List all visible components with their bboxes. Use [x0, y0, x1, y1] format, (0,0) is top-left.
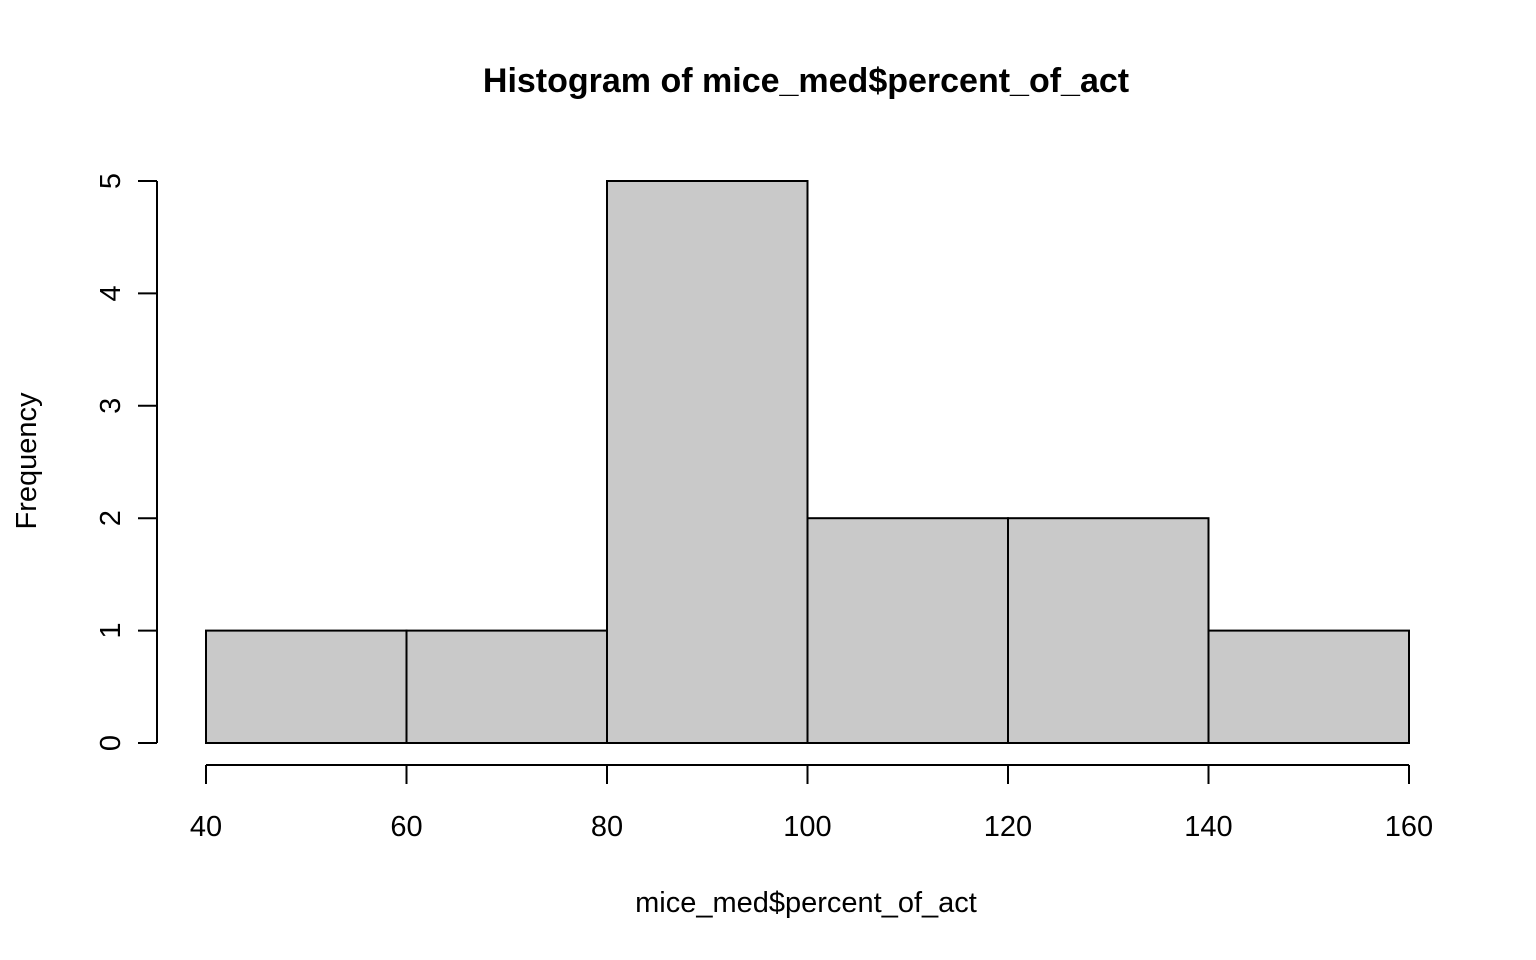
bars-group: [205, 180, 1410, 745]
x-tick-label: 40: [190, 811, 222, 843]
x-axis-title: mice_med$percent_of_act: [635, 887, 977, 919]
histogram-bar: [606, 180, 809, 744]
histogram-bar: [1207, 629, 1410, 744]
y-tick-label: 0: [95, 735, 127, 751]
histogram-bar: [806, 517, 1009, 745]
x-tick-label: 140: [1184, 811, 1232, 843]
y-tick-label: 2: [95, 510, 127, 526]
histogram-bar: [405, 629, 608, 744]
y-tick-label: 1: [95, 623, 127, 639]
histogram-bar: [205, 629, 408, 744]
x-tick-label: 60: [390, 811, 422, 843]
chart-title: Histogram of mice_med$percent_of_act: [483, 62, 1129, 100]
x-tick-label: 160: [1385, 811, 1433, 843]
y-tick-label: 3: [95, 398, 127, 414]
y-axis: 0 1 2 3 4 5: [95, 173, 158, 751]
y-axis-title: Frequency: [11, 392, 43, 530]
x-tick-label: 80: [591, 811, 623, 843]
histogram-bar: [1007, 517, 1210, 745]
y-tick-label: 5: [95, 173, 127, 189]
x-tick-label: 100: [783, 811, 831, 843]
x-axis: 40 60 80 100 120 140 160: [190, 764, 1433, 843]
y-tick-label: 4: [95, 285, 127, 301]
x-tick-label: 120: [984, 811, 1032, 843]
